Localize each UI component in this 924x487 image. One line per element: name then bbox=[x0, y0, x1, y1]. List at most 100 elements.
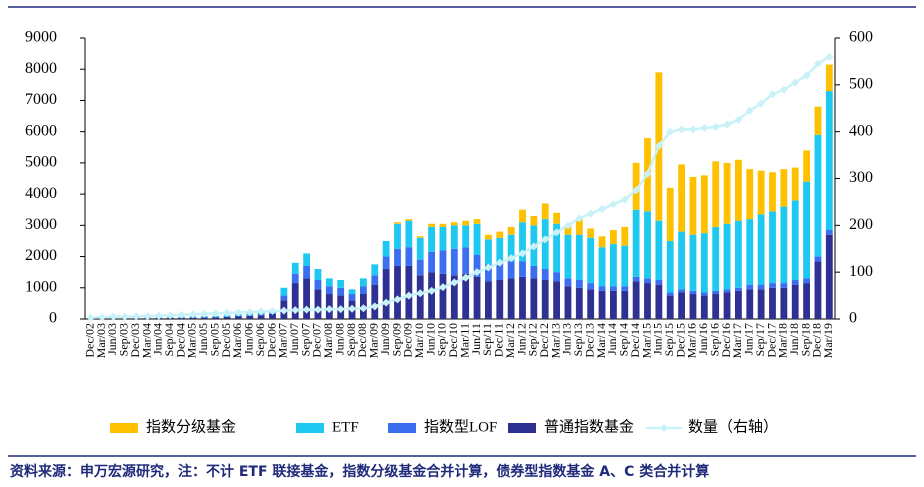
legend-swatch bbox=[296, 423, 324, 433]
bar-segment bbox=[257, 315, 265, 319]
x-tick-label: Jun/09 bbox=[378, 323, 392, 355]
bar-segment bbox=[666, 187, 674, 241]
bar-segment bbox=[291, 283, 299, 319]
x-tick-label: Sep/07 bbox=[298, 323, 312, 356]
bar-segment bbox=[382, 240, 390, 257]
count-marker bbox=[313, 305, 322, 314]
x-tick-label: Mar/11 bbox=[457, 323, 471, 358]
bar-segment bbox=[621, 245, 629, 287]
x-tick-label: Dec/10 bbox=[446, 323, 460, 358]
y-tick-label: 4000 bbox=[25, 185, 57, 202]
count-marker bbox=[666, 127, 675, 136]
bar-segment bbox=[746, 284, 754, 290]
bar-segment bbox=[814, 261, 822, 319]
bar-segment bbox=[689, 290, 697, 295]
bar-segment bbox=[405, 219, 413, 221]
x-tick-label: Dec/06 bbox=[264, 323, 278, 358]
bar-segment bbox=[553, 272, 560, 282]
x-tick-label: Mar/13 bbox=[548, 323, 562, 358]
count-marker bbox=[723, 120, 732, 129]
count-marker bbox=[279, 306, 288, 315]
bar-segment bbox=[655, 220, 663, 280]
x-tick-label: Mar/16 bbox=[685, 323, 699, 358]
bar-segment bbox=[280, 287, 288, 296]
bar-segment bbox=[564, 286, 572, 319]
bar-segment bbox=[553, 223, 560, 273]
bar-segment bbox=[530, 215, 538, 226]
bar-segment bbox=[462, 220, 470, 226]
bar-segment bbox=[496, 279, 504, 319]
bar-segment bbox=[530, 278, 538, 319]
bar-segment bbox=[337, 279, 345, 288]
legend-swatch bbox=[388, 423, 416, 433]
bar-segment bbox=[814, 106, 822, 135]
bar-segment bbox=[700, 233, 708, 293]
x-tick-label: Jun/11 bbox=[469, 323, 483, 355]
bar-segment bbox=[325, 278, 333, 287]
x-tick-label: Sep/05 bbox=[207, 323, 221, 356]
bar-segment bbox=[700, 292, 708, 296]
y2-tick-label: 200 bbox=[849, 216, 873, 233]
bar-segment bbox=[485, 234, 492, 240]
bar-segment bbox=[644, 211, 651, 279]
bar-segment bbox=[507, 261, 515, 279]
bar-segment bbox=[712, 226, 720, 291]
count-marker bbox=[438, 283, 447, 292]
bar-segment bbox=[553, 281, 560, 319]
bar-segment bbox=[519, 276, 526, 319]
bar-segment bbox=[428, 226, 435, 252]
x-tick-label: Jun/13 bbox=[560, 323, 574, 355]
count-marker bbox=[427, 286, 436, 295]
bar-segment bbox=[621, 290, 629, 319]
x-tick-label: Mar/19 bbox=[821, 323, 835, 358]
bar-segment bbox=[803, 278, 810, 284]
x-tick-label: Mar/14 bbox=[594, 323, 608, 358]
bar-segment bbox=[200, 317, 208, 319]
bar-segment bbox=[450, 225, 458, 249]
x-tick-label: Mar/18 bbox=[776, 323, 790, 358]
count-marker bbox=[132, 312, 141, 321]
bar-segment bbox=[769, 287, 776, 319]
bar-segment bbox=[598, 286, 606, 291]
bar-segment bbox=[382, 269, 390, 319]
x-tick-label: Mar/05 bbox=[185, 323, 199, 358]
bar-segment bbox=[575, 279, 583, 288]
bar-segment bbox=[723, 223, 731, 290]
bar-segment bbox=[541, 219, 549, 270]
count-marker bbox=[268, 307, 277, 316]
count-marker bbox=[143, 312, 152, 321]
x-tick-label: Sep/09 bbox=[389, 323, 403, 356]
x-tick-label: Jun/16 bbox=[696, 323, 710, 355]
bar-segment bbox=[314, 269, 322, 280]
y-tick-label: 7000 bbox=[25, 91, 57, 108]
bar-segment bbox=[439, 226, 447, 251]
bar-segment bbox=[439, 273, 447, 319]
bar-segment bbox=[735, 159, 742, 221]
y-tick-label: 8000 bbox=[25, 60, 57, 77]
bar-segment bbox=[791, 279, 799, 285]
count-marker bbox=[495, 258, 504, 267]
x-tick-label: Mar/10 bbox=[412, 323, 426, 358]
count-marker bbox=[813, 59, 822, 68]
bar-segment bbox=[689, 294, 697, 319]
bar-segment bbox=[428, 272, 435, 319]
bar-segment bbox=[712, 290, 720, 295]
x-tick-label: Sep/03 bbox=[117, 323, 131, 356]
bar-segment bbox=[564, 225, 572, 235]
bar-segment bbox=[291, 262, 299, 274]
bar-segment bbox=[803, 283, 810, 319]
x-tick-label: Dec/04 bbox=[173, 323, 187, 358]
bar-segment bbox=[394, 223, 401, 249]
x-tick-label: Sep/15 bbox=[662, 323, 676, 356]
bar-segment bbox=[337, 287, 345, 296]
bar-segment bbox=[348, 294, 356, 301]
bar-segment bbox=[348, 289, 356, 295]
bar-segment bbox=[621, 226, 629, 246]
bar-segment bbox=[610, 290, 617, 319]
bar-segment bbox=[541, 279, 549, 319]
count-marker bbox=[325, 305, 334, 314]
count-marker bbox=[336, 305, 345, 314]
legend-label: 指数型LOF bbox=[424, 418, 497, 435]
y2-tick-label: 300 bbox=[849, 169, 873, 186]
x-tick-label: Sep/13 bbox=[571, 323, 585, 356]
